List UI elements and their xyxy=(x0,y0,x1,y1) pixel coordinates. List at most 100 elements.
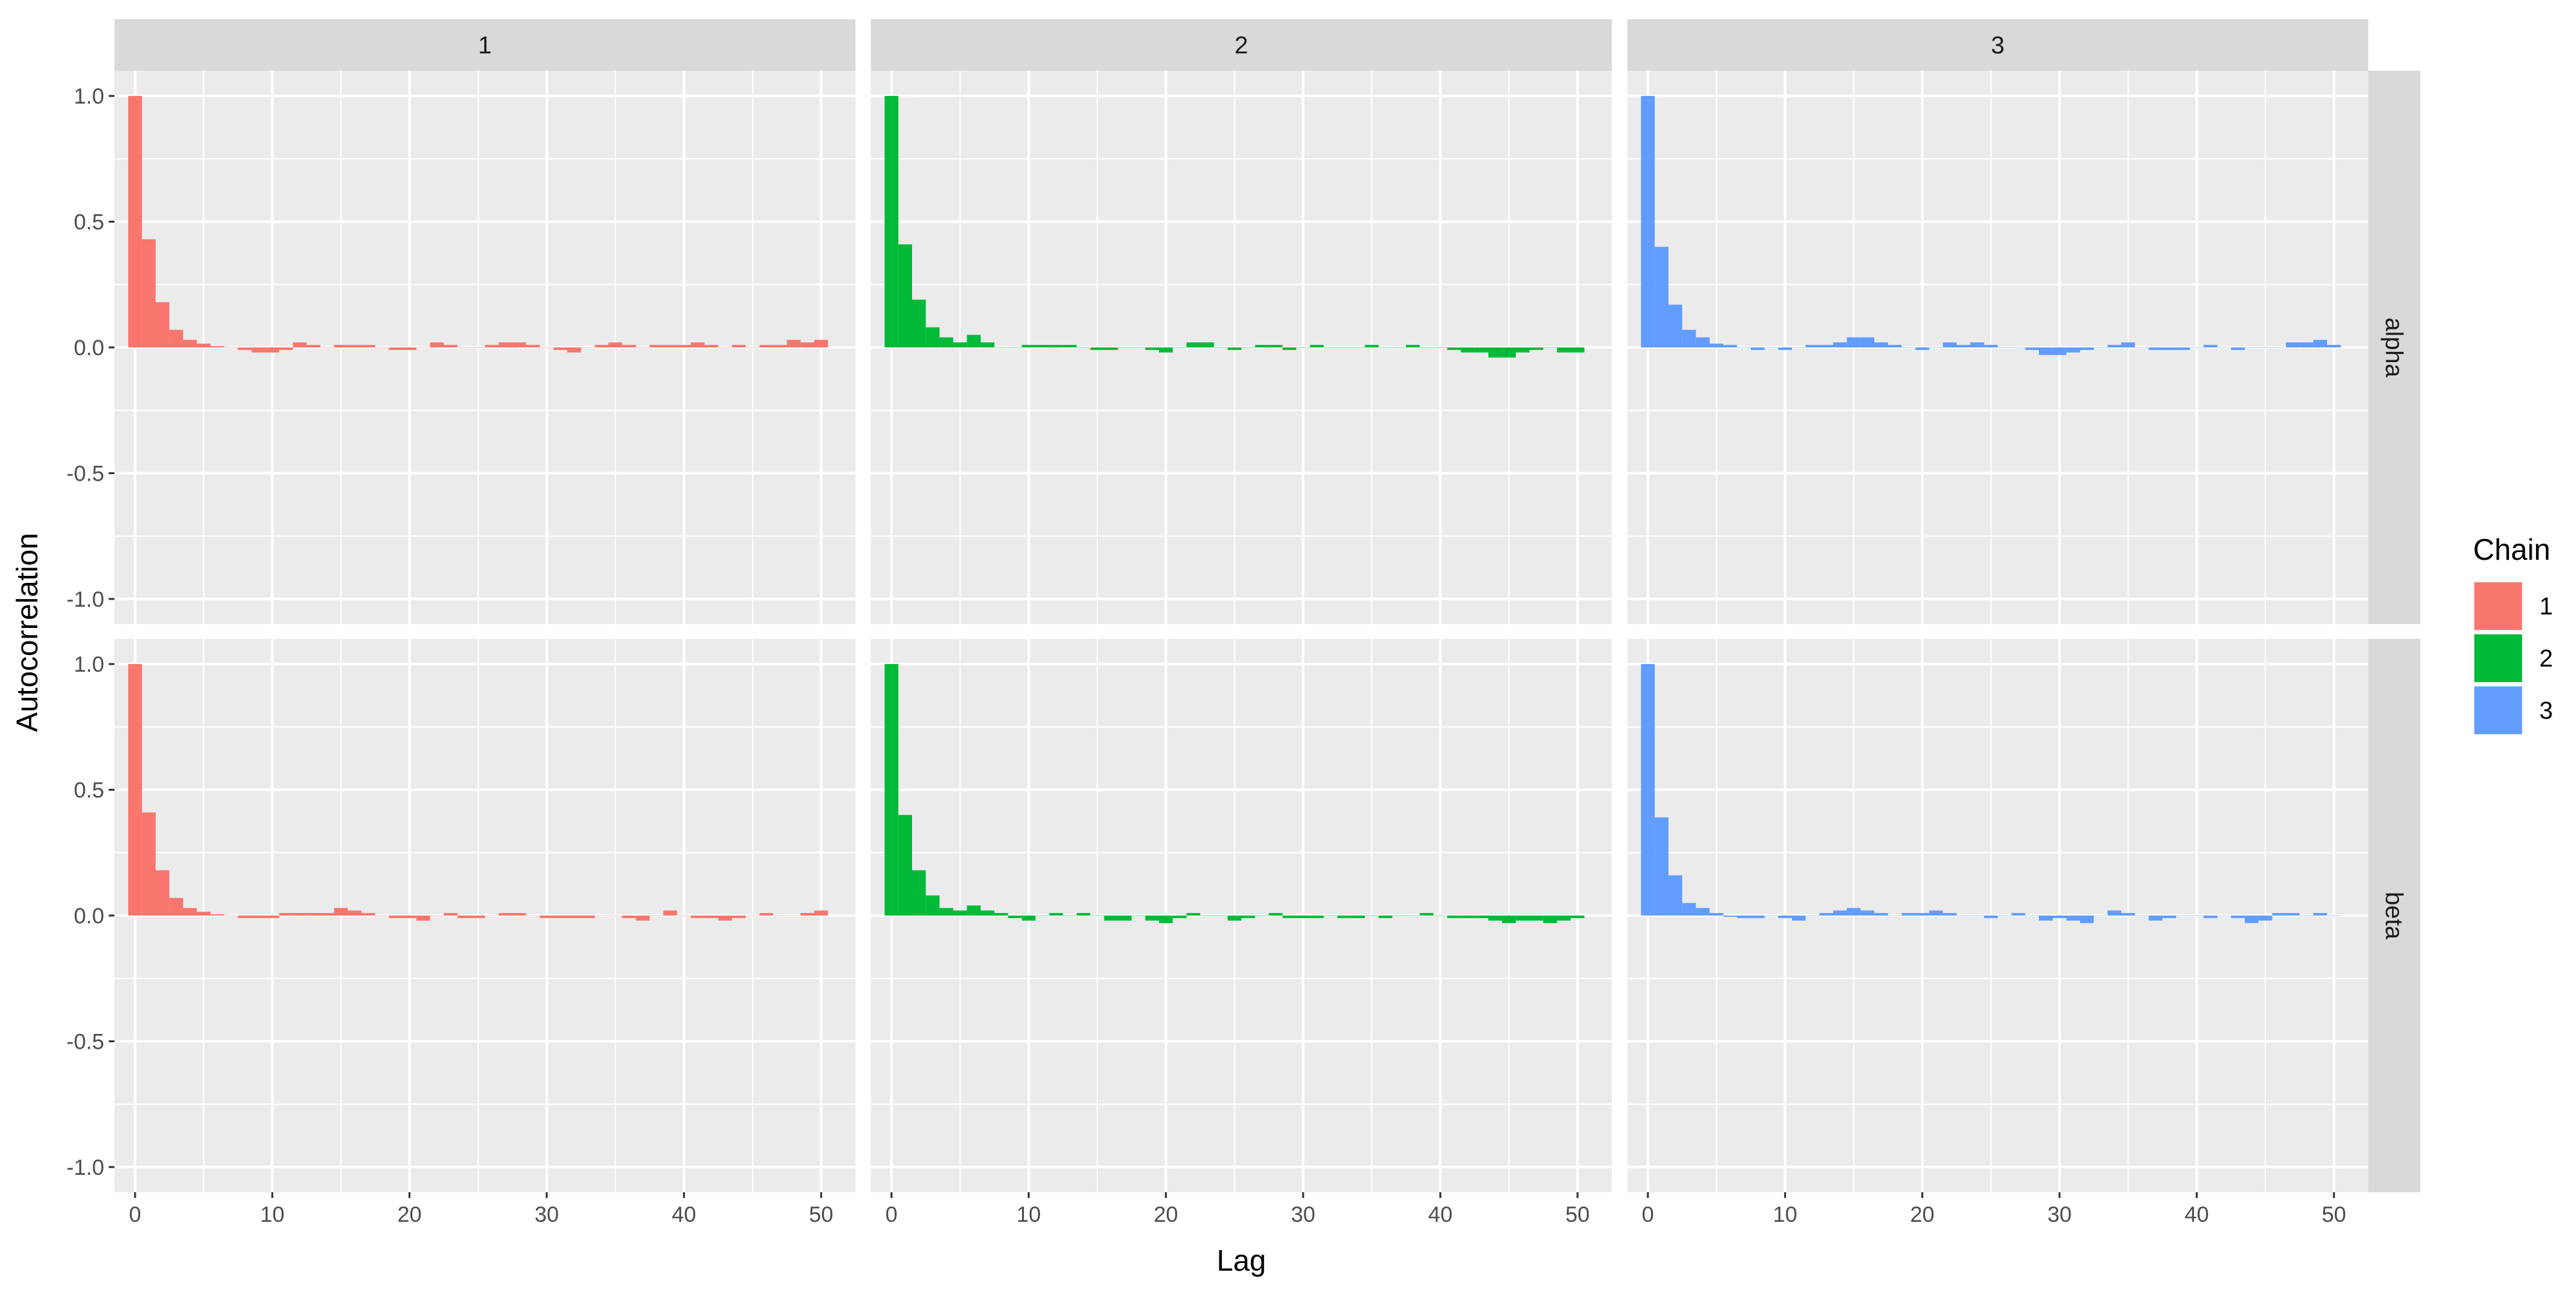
bar xyxy=(526,345,540,347)
bar xyxy=(1268,345,1283,347)
bar xyxy=(2176,347,2190,350)
bar xyxy=(293,342,307,347)
bar xyxy=(1008,347,1022,348)
bar xyxy=(1186,342,1200,347)
bar xyxy=(1351,916,1365,918)
bar xyxy=(1888,345,1902,347)
x-tick-label: 50 xyxy=(809,1202,834,1227)
x-tick-label: 0 xyxy=(129,1202,142,1227)
bar xyxy=(787,340,801,347)
legend-label: 3 xyxy=(2539,697,2553,724)
x-tick-label: 30 xyxy=(2047,1202,2072,1227)
y-tick-label: 0.5 xyxy=(74,210,104,235)
bar xyxy=(1819,913,1833,916)
bar xyxy=(210,346,224,347)
bar xyxy=(2217,347,2231,348)
bar xyxy=(540,916,554,918)
bar xyxy=(1283,916,1297,918)
bar xyxy=(1860,910,1874,916)
bar xyxy=(128,96,142,347)
bar xyxy=(1695,337,1710,347)
bar xyxy=(2286,342,2300,347)
bar xyxy=(980,342,994,347)
legend-title: Chain xyxy=(2473,533,2550,566)
bar xyxy=(416,347,430,348)
bar xyxy=(142,239,156,347)
bar xyxy=(1737,916,1751,918)
bar xyxy=(759,913,773,916)
bar xyxy=(1515,916,1530,921)
strip-label: 2 xyxy=(1234,32,1248,59)
bar xyxy=(745,347,760,348)
bar xyxy=(1131,347,1146,348)
strip-background xyxy=(114,19,855,71)
bars-alpha-chain-2 xyxy=(884,96,1585,358)
panels-layer xyxy=(114,71,2368,1192)
bar xyxy=(622,916,636,918)
bar xyxy=(265,347,279,353)
bar xyxy=(403,916,417,918)
strip-col-3: 3 xyxy=(1627,19,2368,71)
bar xyxy=(1901,913,1915,916)
bar xyxy=(1077,913,1091,916)
bar xyxy=(2052,347,2067,355)
bar xyxy=(416,916,430,921)
bars-beta-chain-1 xyxy=(128,664,828,921)
y-tick-label: 0.0 xyxy=(74,336,104,360)
legend: Chain 1 2 3 xyxy=(2473,533,2553,735)
bar xyxy=(884,96,899,347)
bar xyxy=(1021,345,1036,347)
bar xyxy=(773,345,787,347)
bar xyxy=(1118,347,1132,348)
bar xyxy=(2231,916,2245,918)
bar xyxy=(334,908,348,916)
x-tick-label: 20 xyxy=(1154,1202,1178,1227)
bar xyxy=(485,345,499,347)
y-tick-label: 0.5 xyxy=(74,779,104,803)
bar xyxy=(1929,910,1943,916)
bar xyxy=(1474,916,1488,918)
bar xyxy=(2313,340,2327,347)
x-tick-label: 40 xyxy=(671,1202,696,1227)
x-tick-label: 10 xyxy=(260,1202,284,1227)
bar xyxy=(169,898,183,916)
bar xyxy=(581,916,595,918)
bar xyxy=(512,342,526,347)
bar xyxy=(1530,916,1544,921)
bar xyxy=(1654,817,1668,916)
bar xyxy=(553,916,567,918)
strip-label: 1 xyxy=(478,32,491,59)
facet-strips-layer: 1 2 3 alpha beta xyxy=(114,19,2420,1192)
bar xyxy=(704,916,718,918)
bar xyxy=(1241,347,1256,348)
bar xyxy=(142,812,156,916)
bar xyxy=(1420,913,1434,916)
strip-background xyxy=(871,19,1612,71)
bar xyxy=(1737,347,1751,348)
bar xyxy=(1008,916,1022,918)
bar xyxy=(197,912,211,916)
bar xyxy=(2162,347,2177,350)
bar xyxy=(1915,913,1930,916)
x-tick-label: 40 xyxy=(1428,1202,1452,1227)
bar xyxy=(1723,916,1737,917)
bar xyxy=(1515,347,1530,353)
bar xyxy=(2039,916,2053,921)
bar xyxy=(1392,347,1406,348)
bar xyxy=(1860,337,1874,347)
x-tick-label: 30 xyxy=(1291,1202,1315,1227)
bar xyxy=(1296,916,1310,918)
bar xyxy=(361,345,376,347)
bar xyxy=(1337,347,1351,348)
bar xyxy=(1447,347,1461,350)
bar xyxy=(2066,916,2080,921)
bars-alpha-chain-3 xyxy=(1641,96,2341,355)
bar xyxy=(1145,916,1159,921)
bar xyxy=(1049,913,1063,916)
bar xyxy=(691,342,705,347)
bar xyxy=(1227,347,1241,350)
bar xyxy=(1819,345,1833,347)
bar xyxy=(334,345,348,347)
bar xyxy=(1337,916,1351,918)
bar xyxy=(1792,916,1806,921)
